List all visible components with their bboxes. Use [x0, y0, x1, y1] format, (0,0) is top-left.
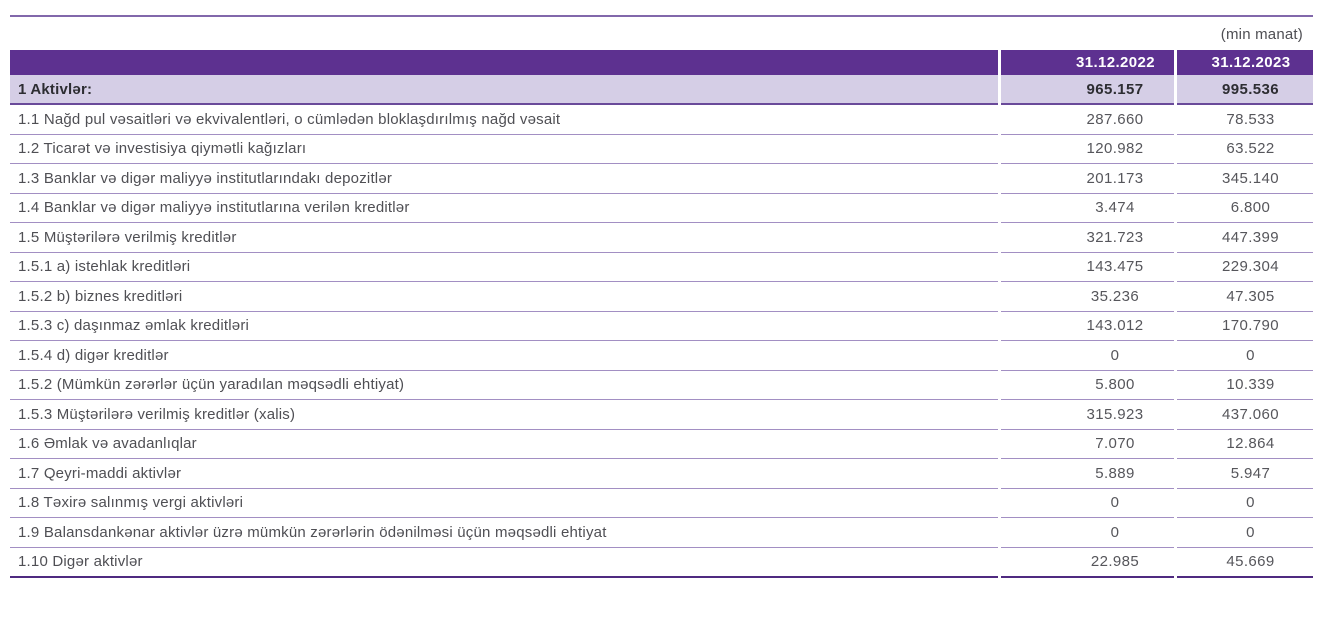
row-label: 1.5.3 c) daşınmaz əmlak kreditləri — [10, 312, 998, 341]
row-value-2022: 0 — [1001, 341, 1174, 371]
row-value-2022: 120.982 — [1001, 135, 1174, 164]
table-row: 1.5.1 a) istehlak kreditləri 143.475 229… — [10, 253, 1313, 282]
row-value-2022: 143.012 — [1001, 312, 1174, 341]
table-row: 1.3 Banklar və digər maliyyə institutlar… — [10, 164, 1313, 194]
row-value-2022: 287.660 — [1001, 105, 1174, 135]
row-value-2022: 5.800 — [1001, 371, 1174, 400]
row-label: 1.5.2 b) biznes kreditləri — [10, 282, 998, 312]
table-row: 1.10 Digər aktivlər 22.985 45.669 — [10, 548, 1313, 578]
row-value-2023: 0 — [1177, 518, 1313, 548]
row-value-2022: 22.985 — [1001, 548, 1174, 578]
row-label: 1.8 Təxirə salınmış vergi aktivləri — [10, 489, 998, 518]
row-value-2023: 63.522 — [1177, 135, 1313, 164]
row-value-2022: 965.157 — [1001, 75, 1174, 105]
row-label: 1.1 Nağd pul vəsaitləri və ekvivalentlər… — [10, 105, 998, 135]
row-value-2023: 447.399 — [1177, 223, 1313, 253]
column-header-2022: 31.12.2022 — [1001, 50, 1174, 75]
row-value-2022: 7.070 — [1001, 430, 1174, 459]
top-divider — [10, 15, 1313, 17]
row-label: 1.10 Digər aktivlər — [10, 548, 998, 578]
row-label: 1.5.2 (Mümkün zərərlər üçün yaradılan mə… — [10, 371, 998, 400]
row-value-2023: 6.800 — [1177, 194, 1313, 223]
row-label: 1.3 Banklar və digər maliyyə institutlar… — [10, 164, 998, 194]
table-row: 1.5 Müştərilərə verilmiş kreditlər 321.7… — [10, 223, 1313, 253]
row-value-2023: 170.790 — [1177, 312, 1313, 341]
table-header-row: 31.12.2022 31.12.2023 — [10, 50, 1313, 75]
header-label-spacer — [10, 50, 998, 75]
row-value-2022: 201.173 — [1001, 164, 1174, 194]
table-row: 1.1 Nağd pul vəsaitləri və ekvivalentlər… — [10, 105, 1313, 135]
row-label: 1.5 Müştərilərə verilmiş kreditlər — [10, 223, 998, 253]
row-value-2023: 0 — [1177, 489, 1313, 518]
table-row: 1.5.2 b) biznes kreditləri 35.236 47.305 — [10, 282, 1313, 312]
row-value-2022: 35.236 — [1001, 282, 1174, 312]
row-value-2023: 10.339 — [1177, 371, 1313, 400]
row-label: 1.5.1 a) istehlak kreditləri — [10, 253, 998, 282]
row-value-2023: 437.060 — [1177, 400, 1313, 430]
row-label: 1.5.4 d) digər kreditlər — [10, 341, 998, 371]
row-value-2023: 78.533 — [1177, 105, 1313, 135]
row-label: 1.9 Balansdankənar aktivlər üzrə mümkün … — [10, 518, 998, 548]
financial-statement-sheet: (min manat) 31.12.2022 31.12.2023 1 Akti… — [10, 15, 1313, 578]
row-label: 1.2 Ticarət və investisiya qiymətli kağı… — [10, 135, 998, 164]
row-value-2022: 143.475 — [1001, 253, 1174, 282]
table-row: 1.5.4 d) digər kreditlər 0 0 — [10, 341, 1313, 371]
row-label: 1.7 Qeyri-maddi aktivlər — [10, 459, 998, 489]
total-row-aktivler: 1 Aktivlər: 965.157 995.536 — [10, 75, 1313, 105]
row-label: 1.6 Əmlak və avadanlıqlar — [10, 430, 998, 459]
column-header-2023: 31.12.2023 — [1177, 50, 1313, 75]
row-label: 1.5.3 Müştərilərə verilmiş kreditlər (xa… — [10, 400, 998, 430]
table-row: 1.5.3 c) daşınmaz əmlak kreditləri 143.0… — [10, 312, 1313, 341]
row-value-2022: 315.923 — [1001, 400, 1174, 430]
assets-table: 31.12.2022 31.12.2023 1 Aktivlər: 965.15… — [7, 50, 1316, 578]
row-value-2022: 321.723 — [1001, 223, 1174, 253]
row-value-2023: 47.305 — [1177, 282, 1313, 312]
row-label: 1.4 Banklar və digər maliyyə institutlar… — [10, 194, 998, 223]
row-value-2023: 995.536 — [1177, 75, 1313, 105]
table-row: 1.9 Balansdankənar aktivlər üzrə mümkün … — [10, 518, 1313, 548]
table-row: 1.5.3 Müştərilərə verilmiş kreditlər (xa… — [10, 400, 1313, 430]
table-row: 1.7 Qeyri-maddi aktivlər 5.889 5.947 — [10, 459, 1313, 489]
row-value-2023: 45.669 — [1177, 548, 1313, 578]
row-value-2022: 0 — [1001, 489, 1174, 518]
table-row: 1.4 Banklar və digər maliyyə institutlar… — [10, 194, 1313, 223]
table-row: 1.2 Ticarət və investisiya qiymətli kağı… — [10, 135, 1313, 164]
table-row: 1.8 Təxirə salınmış vergi aktivləri 0 0 — [10, 489, 1313, 518]
row-value-2022: 3.474 — [1001, 194, 1174, 223]
table-row: 1.6 Əmlak və avadanlıqlar 7.070 12.864 — [10, 430, 1313, 459]
row-value-2022: 5.889 — [1001, 459, 1174, 489]
row-value-2023: 12.864 — [1177, 430, 1313, 459]
row-value-2022: 0 — [1001, 518, 1174, 548]
row-value-2023: 345.140 — [1177, 164, 1313, 194]
row-value-2023: 229.304 — [1177, 253, 1313, 282]
row-label: 1 Aktivlər: — [10, 75, 998, 105]
row-value-2023: 5.947 — [1177, 459, 1313, 489]
unit-note: (min manat) — [1220, 26, 1303, 43]
row-value-2023: 0 — [1177, 341, 1313, 371]
table-row: 1.5.2 (Mümkün zərərlər üçün yaradılan mə… — [10, 371, 1313, 400]
